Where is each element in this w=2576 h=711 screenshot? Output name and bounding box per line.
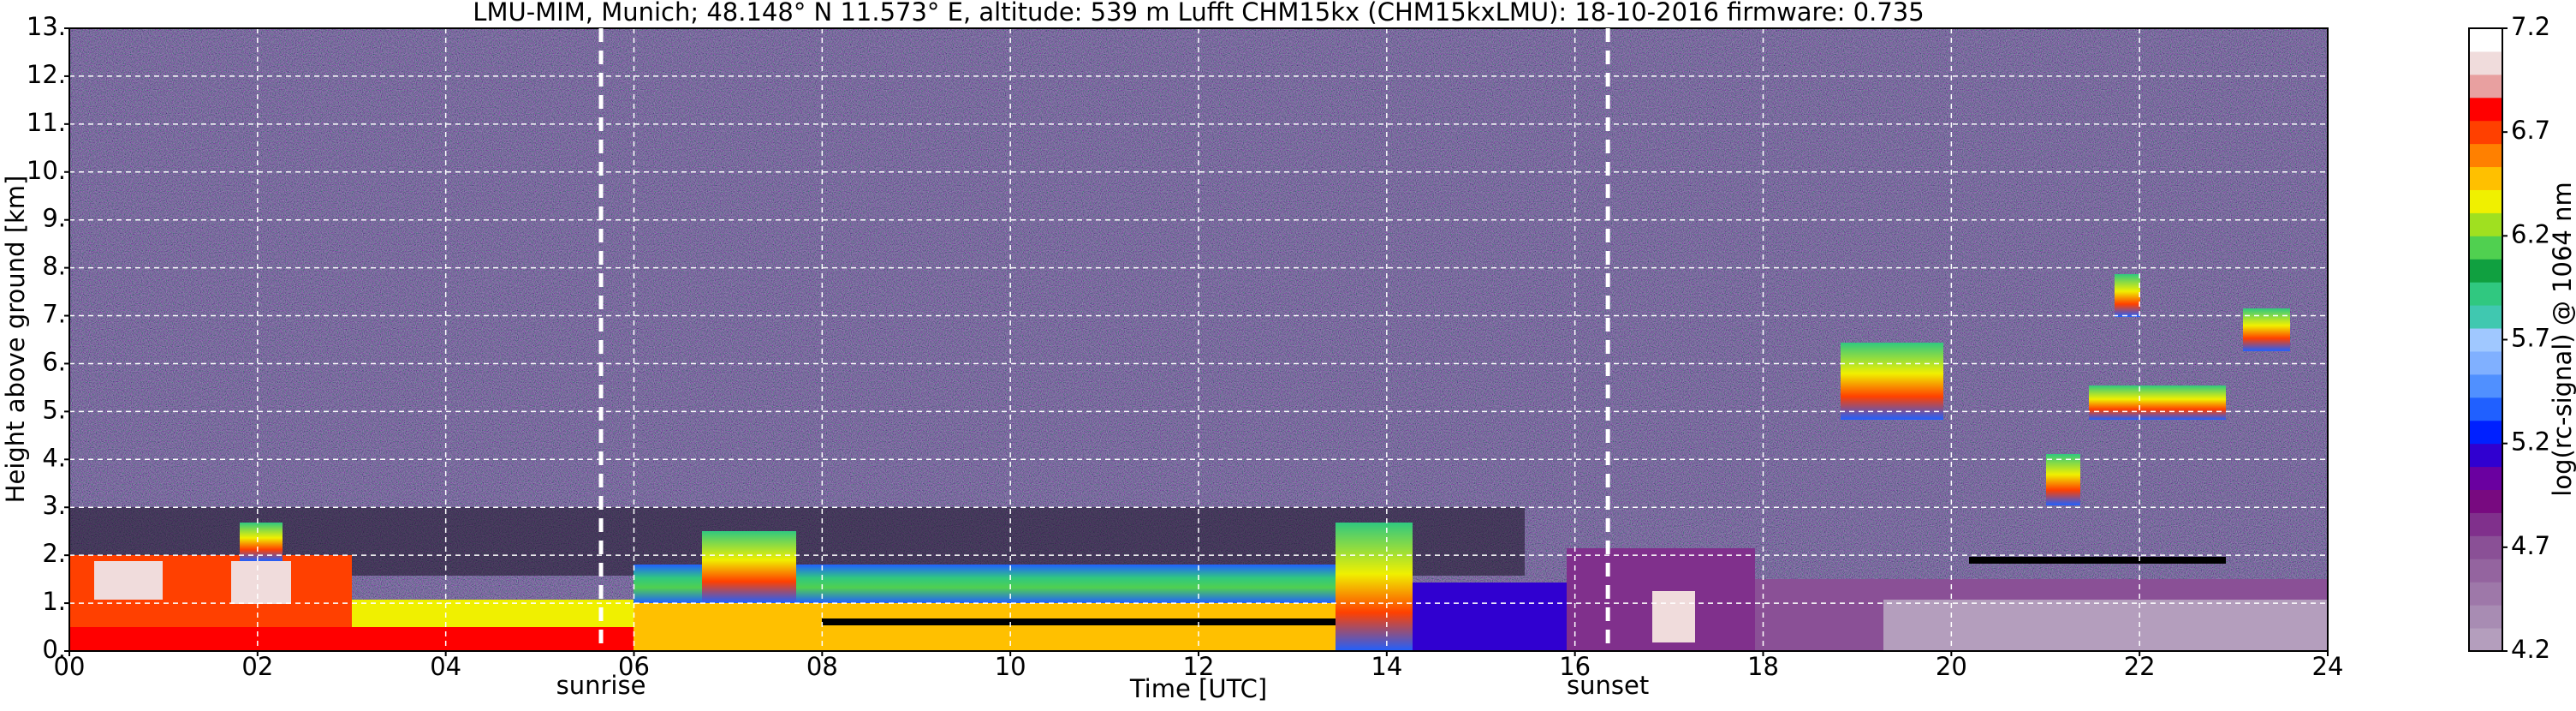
colorbar-segment (2469, 120, 2502, 145)
colorbar-tick-label: 6.2 (2511, 219, 2550, 248)
x-tick-label: 16 (1559, 652, 1591, 681)
colorbar-segment (2469, 512, 2502, 536)
colorbar-segment (2469, 466, 2502, 491)
colorbar-tick-label: 5.2 (2511, 427, 2550, 457)
y-tick-label: 1. (42, 587, 66, 616)
x-tick-label: 20 (1936, 652, 1967, 681)
y-tick-label: 0. (42, 635, 66, 664)
colorbar-segment (2469, 305, 2502, 329)
colorbar-tick-label: 4.7 (2511, 531, 2550, 560)
colorbar-tick-label: 7.2 (2511, 12, 2550, 41)
annotation-label: sunset (1567, 671, 1649, 700)
colorbar-segment (2469, 259, 2502, 283)
colorbar-segment (2469, 559, 2502, 583)
y-tick-label: 7. (42, 300, 66, 329)
y-axis-label: Height above ground [km] (1, 176, 30, 504)
colorbar-label: log(rc-signal) @ 1064 nm (2548, 182, 2576, 496)
colorbar-segment (2469, 97, 2502, 122)
y-tick-label: 3. (42, 491, 66, 520)
x-tick-label: 22 (2124, 652, 2156, 681)
colorbar-segment (2469, 397, 2502, 421)
colorbar-segment (2469, 443, 2502, 468)
colorbar-segment (2469, 350, 2502, 375)
colorbar-segment (2469, 373, 2502, 398)
colorbar-segment (2469, 535, 2502, 559)
x-tick-label: 24 (2312, 652, 2344, 681)
y-tick-label: 9. (42, 204, 66, 233)
y-tick-label: 11. (27, 108, 66, 137)
y-tick-label: 12. (27, 60, 66, 89)
colorbar-tick-label: 5.7 (2511, 324, 2550, 353)
x-tick-label: 12 (1183, 652, 1215, 681)
colorbar-segment (2469, 282, 2502, 306)
y-tick-label: 6. (42, 347, 66, 376)
colorbar-segment (2469, 143, 2502, 168)
colorbar-segment (2469, 489, 2502, 513)
colorbar-segment (2469, 212, 2502, 236)
y-tick-label: 5. (42, 395, 66, 424)
colorbar-segment (2469, 51, 2502, 75)
x-tick-label: 10 (995, 652, 1026, 681)
colorbar-segment (2469, 582, 2502, 606)
colorbar-segment (2469, 189, 2502, 213)
colorbar-segment (2469, 605, 2502, 629)
y-tick-label: 2. (42, 539, 66, 568)
colorbar-segment (2469, 74, 2502, 99)
colorbar-tick-label: 4.2 (2511, 635, 2550, 664)
y-tick-label: 8. (42, 252, 66, 281)
colorbar-segment (2469, 420, 2502, 445)
x-tick-label: 00 (54, 652, 86, 681)
colorbar-tick-label: 6.7 (2511, 116, 2550, 145)
colorbar-segment (2469, 28, 2502, 52)
colorbar-segment (2469, 328, 2502, 352)
colorbar-segment (2469, 236, 2502, 260)
annotation-label: sunrise (556, 671, 646, 700)
x-tick-label: 14 (1371, 652, 1402, 681)
x-tick-label: 06 (618, 652, 650, 681)
x-tick-label: 08 (806, 652, 838, 681)
y-tick-label: 10. (27, 156, 66, 185)
y-tick-label: 13. (27, 12, 66, 41)
y-tick-label: 4. (42, 443, 66, 472)
x-axis-label: Time [UTC] (1129, 674, 1267, 703)
x-tick-label: 18 (1747, 652, 1779, 681)
colorbar-segment (2469, 166, 2502, 190)
x-tick-label: 02 (241, 652, 273, 681)
x-tick-label: 04 (430, 652, 461, 681)
colorbar-segment (2469, 628, 2502, 652)
chart-title: LMU-MIM, Munich; 48.148° N 11.573° E, al… (473, 0, 1924, 27)
